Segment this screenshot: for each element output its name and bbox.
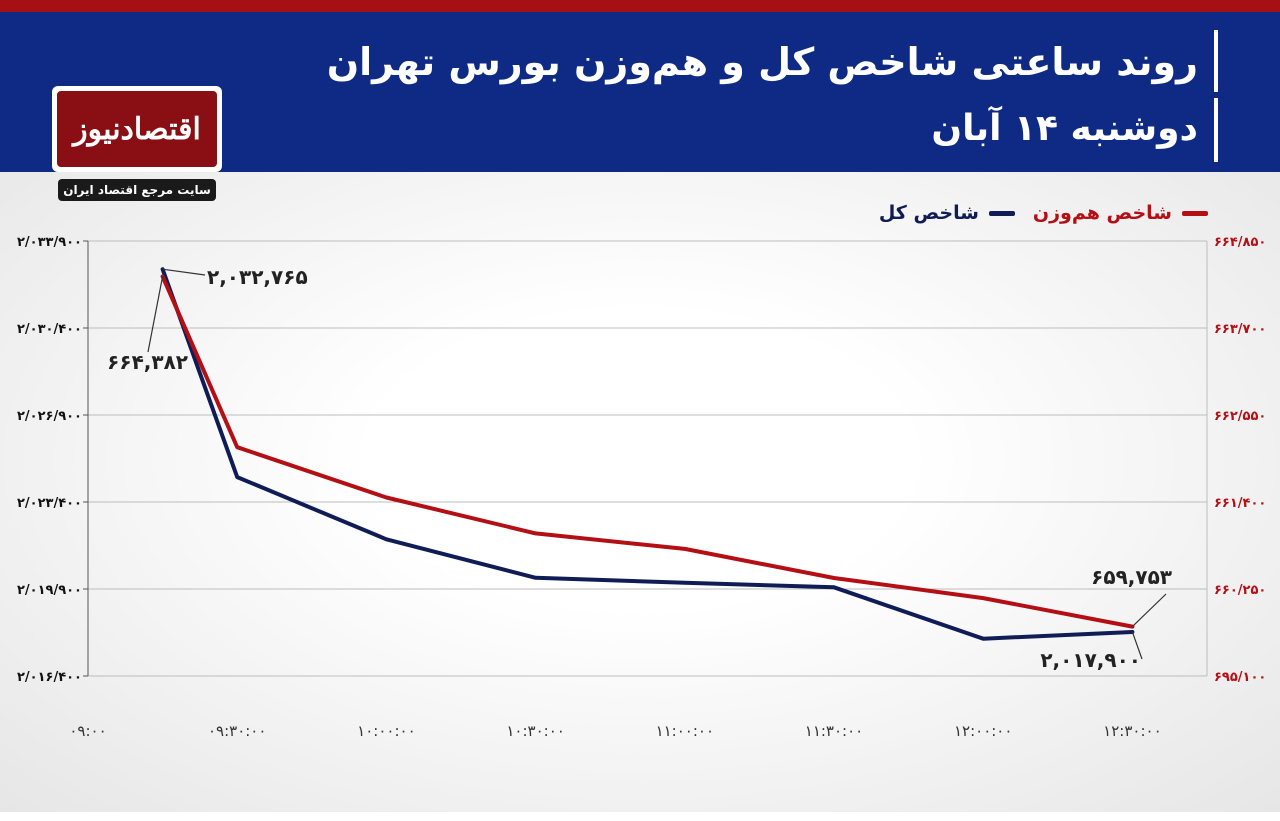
annotation-leader-line <box>162 268 206 276</box>
data-label: ۶۶۴,۳۸۲ <box>107 350 188 374</box>
series-line-total-index <box>160 267 1135 641</box>
left-axis-tick-label: ۲/۰۳۰/۴۰۰ <box>17 322 82 337</box>
chart-subtitle: دوشنبه ۱۴ آبان <box>931 108 1198 149</box>
x-axis-tick-label: ۱۰:۰۰:۰۰ <box>357 722 415 740</box>
plot-background <box>0 172 1280 812</box>
brand-tagline: سایت مرجع اقتصاد ایران <box>58 179 216 201</box>
right-axis-tick-label: ۶۶۰/۲۵۰ <box>1214 583 1266 598</box>
legend-swatch-equal-weight <box>1182 210 1208 216</box>
right-axis-tick-label: ۶۶۲/۵۵۰ <box>1214 409 1266 424</box>
data-label: ۲,۰۳۲,۷۶۵ <box>207 265 308 289</box>
right-axis-tick-label: ۶۶۱/۴۰۰ <box>1214 496 1266 511</box>
series-line-equal-weight <box>160 274 1135 629</box>
x-axis-tick-label: ۱۱:۳۰:۰۰ <box>805 722 863 740</box>
left-axis-tick-label: ۲/۰۲۳/۴۰۰ <box>17 496 82 511</box>
annotation-leader-line <box>1131 631 1143 660</box>
right-axis-tick-label: ۶۹۵/۱۰۰ <box>1214 670 1266 685</box>
annotation-leader-line <box>147 276 164 353</box>
x-axis-tick-label: ۰۹:۳۰:۰۰ <box>208 722 266 740</box>
chart-legend: شاخص هم‌وزن شاخص کل <box>879 202 1208 224</box>
annotation-leader-line <box>1131 593 1167 628</box>
right-axis-tick-label: ۶۶۴/۸۵۰ <box>1214 235 1266 250</box>
x-axis-tick-label: ۱۲:۳۰:۰۰ <box>1103 722 1161 740</box>
left-axis-tick-label: ۲/۰۲۶/۹۰۰ <box>17 409 82 424</box>
chart-title: روند ساعتی شاخص کل و هم‌وزن بورس تهران <box>326 40 1198 84</box>
data-label: ۲,۰۱۷,۹۰۰ <box>1040 648 1141 672</box>
x-axis-tick-label: ۱۱:۰۰:۰۰ <box>656 722 714 740</box>
x-axis-tick-label: ۱۲:۰۰:۰۰ <box>954 722 1012 740</box>
data-label: ۶۵۹,۷۵۳ <box>1091 565 1172 589</box>
brand-logo-badge: اقتصادنیوز <box>57 91 217 167</box>
legend-swatch-total <box>988 210 1015 216</box>
subtitle-divider <box>1214 98 1218 162</box>
x-axis-tick-label: ۰۹:۰۰ <box>69 722 106 740</box>
right-axis-tick-label: ۶۶۳/۷۰۰ <box>1214 322 1266 337</box>
brand-logo-name: اقتصادنیوز <box>73 111 201 147</box>
legend-label-total: شاخص کل <box>878 202 979 224</box>
top-stripe <box>0 0 1280 12</box>
brand-logo: اقتصادنیوز <box>52 86 222 172</box>
legend-label-equal-weight: شاخص هم‌وزن <box>1032 202 1172 224</box>
title-divider <box>1214 30 1218 92</box>
left-axis-tick-label: ۲/۰۱۶/۴۰۰ <box>17 670 82 685</box>
x-axis-tick-label: ۱۰:۳۰:۰۰ <box>506 722 564 740</box>
left-axis-tick-label: ۲/۰۱۹/۹۰۰ <box>17 583 82 598</box>
left-axis-tick-label: ۲/۰۳۳/۹۰۰ <box>17 235 82 250</box>
